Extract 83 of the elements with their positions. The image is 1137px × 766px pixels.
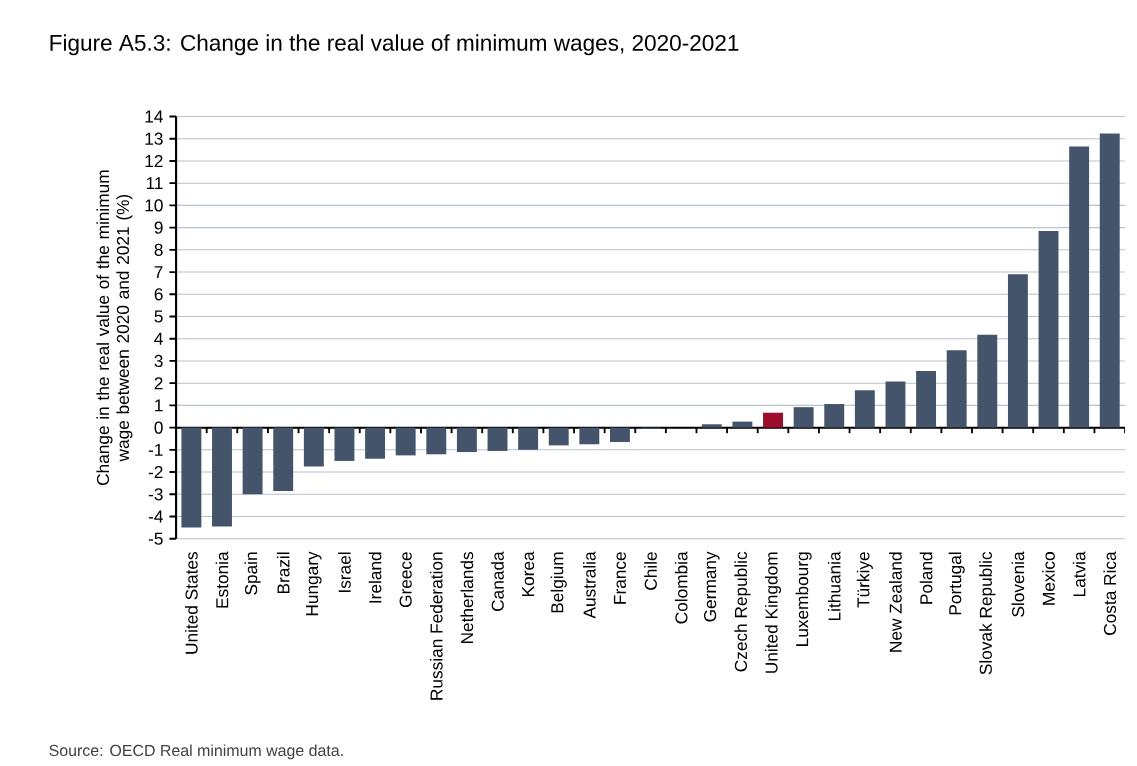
y-tick-label: 9 (154, 221, 163, 234)
bar (334, 427, 355, 462)
bar (1069, 146, 1090, 428)
bar (946, 350, 967, 428)
bar (977, 334, 998, 428)
bar (610, 427, 630, 443)
x-tick-label: Belgium (550, 552, 567, 613)
bar (763, 412, 783, 428)
bar (1038, 231, 1059, 428)
x-tick-label: Brazil (276, 552, 290, 594)
bar (824, 404, 845, 428)
bar (518, 427, 539, 450)
bar (793, 407, 814, 428)
x-tick-label: Türkiye (856, 552, 873, 608)
source-note: Source: OECD Real minimum wage data. (49, 744, 343, 760)
bar (303, 427, 324, 467)
bar (885, 381, 906, 428)
bar (212, 427, 232, 527)
y-tick-label: 3 (154, 354, 163, 368)
y-tick-label: 2 (154, 377, 163, 390)
y-tick-label: 13 (145, 132, 163, 145)
y-tick-label: -3 (148, 488, 163, 501)
x-tick-label: France (613, 552, 626, 604)
y-tick-label: 5 (154, 310, 163, 323)
y-tick-label: 6 (154, 288, 163, 301)
bar (487, 427, 508, 452)
x-tick-label: Spain (244, 552, 261, 595)
x-tick-label: Latvia (1072, 551, 1086, 597)
y-tick-label: -4 (148, 510, 163, 523)
y-tick-label: 4 (154, 332, 163, 345)
bar (579, 427, 600, 445)
x-tick-label: Luxembourg (795, 552, 812, 647)
y-tick-label: 12 (145, 155, 163, 168)
x-tick-label: Australia (583, 551, 596, 619)
x-tick-label: Hungary (306, 551, 322, 616)
x-tick-label: Canada (491, 551, 504, 612)
y-tick-label: 1 (155, 399, 163, 412)
bar (395, 427, 416, 456)
bar (548, 427, 569, 446)
x-tick-label: Russian Federation (429, 552, 443, 700)
bar (456, 427, 477, 453)
x-tick-label: Ireland (368, 552, 382, 603)
x-tick-label: Poland (919, 552, 933, 604)
x-tick-label: Colombia (674, 551, 688, 624)
x-tick-label: Estonia (215, 551, 229, 608)
x-tick-label: Israel (338, 552, 351, 593)
bar (181, 427, 202, 528)
x-tick-label: Germany (703, 551, 720, 622)
y-tick-label: 0 (154, 421, 163, 434)
bar (365, 427, 386, 459)
y-tick-label: -1 (148, 444, 163, 456)
x-tick-label: Czech Republic (734, 551, 751, 672)
x-tick-label: Portugal (948, 552, 965, 615)
bar (426, 427, 447, 455)
y-tick-label: 14 (145, 110, 163, 123)
y-tick-label: 7 (154, 266, 163, 279)
y-tick-label: 8 (154, 243, 163, 257)
x-tick-label: Lithuania (827, 551, 841, 621)
x-tick-label: United States (185, 552, 198, 654)
y-tick-label: 11 (146, 177, 163, 190)
bar (732, 421, 753, 428)
x-tick-label: New Zealand (889, 552, 902, 652)
y-tick-label: -2 (148, 466, 163, 479)
y-axis-title: Change in the real value of the minimum wage between 2020 and 2021 (%) (96, 170, 133, 486)
y-tick-label: 10 (145, 199, 163, 212)
chart-title: Figure A5.3: Change in the real value of minimum wages, 2020-2021 (50, 34, 739, 56)
x-tick-label: Mexico (1042, 552, 1055, 605)
x-tick-label: Costa Rica (1103, 551, 1117, 636)
bar (242, 427, 263, 495)
bar (273, 427, 294, 492)
x-tick-label: United Kingdom (764, 552, 782, 673)
x-tick-label: Slovak Republic (979, 551, 996, 675)
bar (701, 424, 722, 428)
x-tick-label: Greece (399, 552, 412, 608)
y-tick-label: -5 (148, 532, 163, 545)
x-tick-label: Korea (522, 551, 535, 597)
bar (1007, 274, 1028, 428)
x-tick-label: Netherlands (460, 552, 474, 644)
bar (1099, 133, 1120, 428)
x-tick-label: Slovenia (1011, 551, 1025, 617)
bar (916, 371, 937, 428)
x-tick-label: Chile (644, 552, 657, 590)
bar (854, 390, 875, 428)
